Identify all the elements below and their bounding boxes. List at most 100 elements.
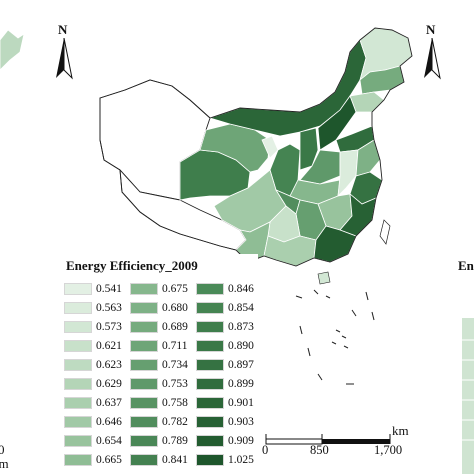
legend-swatch bbox=[196, 321, 224, 333]
south-china-sea-islands bbox=[295, 289, 375, 385]
legend-panel: Energy Efficiency_2009 0.541 0.563 0.573 0.… bbox=[62, 254, 258, 474]
legend-item: 0.909 bbox=[196, 433, 260, 450]
legend-swatch bbox=[196, 454, 224, 466]
legend-value: 0.753 bbox=[162, 378, 188, 390]
legend-item: 0.753 bbox=[130, 376, 194, 393]
legend-swatch bbox=[196, 435, 224, 447]
legend-value: 1.025 bbox=[228, 454, 254, 466]
legend-swatch bbox=[196, 397, 224, 409]
legend-item: 0.758 bbox=[130, 395, 194, 412]
province-guangxi bbox=[263, 235, 317, 267]
legend-title: Energy Efficiency_2009 bbox=[66, 258, 198, 273]
right-map-fragment bbox=[462, 318, 474, 474]
legend-swatch bbox=[196, 302, 224, 314]
province-hainan bbox=[317, 271, 331, 285]
legend-swatch bbox=[64, 359, 92, 371]
scale-unit: km bbox=[392, 423, 409, 438]
scale-tick-1700: 1,700 bbox=[374, 443, 403, 457]
legend-swatch bbox=[130, 378, 158, 390]
legend-swatch bbox=[196, 359, 224, 371]
legend-value: 0.623 bbox=[96, 359, 122, 371]
legend-swatch bbox=[130, 435, 158, 447]
scale-bar-graphic bbox=[265, 434, 391, 445]
legend-value: 0.646 bbox=[96, 416, 122, 428]
china-outline bbox=[99, 27, 413, 267]
legend-value: 0.654 bbox=[96, 435, 122, 447]
legend-swatch bbox=[64, 397, 92, 409]
legend-value: 0.563 bbox=[96, 302, 122, 314]
legend-swatch bbox=[196, 416, 224, 428]
legend-item: 1.025 bbox=[196, 452, 260, 469]
province-jiangsu bbox=[355, 139, 381, 177]
left-fragment-km: km bbox=[0, 456, 9, 471]
legend-value: 0.903 bbox=[228, 416, 254, 428]
legend-item: 0.903 bbox=[196, 414, 260, 431]
legend-value: 0.841 bbox=[162, 454, 188, 466]
legend-item: 0.629 bbox=[64, 376, 128, 393]
legend-value: 0.689 bbox=[162, 321, 188, 333]
legend-swatch bbox=[64, 378, 92, 390]
legend-value: 0.711 bbox=[162, 340, 188, 352]
legend-item: 0.541 bbox=[64, 281, 128, 298]
province-hebei bbox=[317, 95, 357, 151]
legend-item: 0.901 bbox=[196, 395, 260, 412]
scale-tick-0: 0 bbox=[262, 443, 269, 457]
left-map-fragment bbox=[0, 29, 25, 71]
north-label: N bbox=[58, 22, 68, 37]
legend-swatch bbox=[64, 340, 92, 352]
legend-value: 0.621 bbox=[96, 340, 122, 352]
legend-swatch bbox=[64, 302, 92, 314]
legend-item: 0.654 bbox=[64, 433, 128, 450]
legend-swatch bbox=[196, 283, 224, 295]
legend-item: 0.689 bbox=[130, 319, 194, 336]
legend-swatch bbox=[64, 454, 92, 466]
legend-item: 0.890 bbox=[196, 338, 260, 355]
legend-item: 0.897 bbox=[196, 357, 260, 374]
legend-value: 0.909 bbox=[228, 435, 254, 447]
north-arrow: N bbox=[52, 22, 76, 82]
legend-value: 0.782 bbox=[162, 416, 188, 428]
legend-swatch bbox=[130, 416, 158, 428]
legend-swatch bbox=[130, 454, 158, 466]
legend-swatch bbox=[130, 340, 158, 352]
legend-item: 0.846 bbox=[196, 281, 260, 298]
legend-value: 0.629 bbox=[96, 378, 122, 390]
legend-item: 0.734 bbox=[130, 357, 194, 374]
legend-item: 0.563 bbox=[64, 300, 128, 317]
north-arrow-right-icon bbox=[424, 38, 441, 80]
north-label-right: N bbox=[426, 22, 436, 37]
legend-swatch bbox=[64, 416, 92, 428]
legend-item: 0.623 bbox=[64, 357, 128, 374]
left-fragment-zero: 0 bbox=[0, 442, 5, 457]
legend-item: 0.680 bbox=[130, 300, 194, 317]
legend-value: 0.541 bbox=[96, 283, 122, 295]
legend-value: 0.758 bbox=[162, 397, 188, 409]
legend-swatch bbox=[64, 321, 92, 333]
legend-swatch bbox=[64, 435, 92, 447]
province-layer bbox=[99, 27, 413, 267]
legend-value: 0.897 bbox=[228, 359, 254, 371]
legend-item: 0.873 bbox=[196, 319, 260, 336]
legend-value: 0.901 bbox=[228, 397, 254, 409]
legend-value: 0.846 bbox=[228, 283, 254, 295]
legend-item: 0.621 bbox=[64, 338, 128, 355]
legend-value: 0.573 bbox=[96, 321, 122, 333]
legend-swatch bbox=[130, 283, 158, 295]
scale-tick-850: 850 bbox=[310, 443, 329, 457]
legend-value: 0.680 bbox=[162, 302, 188, 314]
legend-item: 0.854 bbox=[196, 300, 260, 317]
legend-value: 0.899 bbox=[228, 378, 254, 390]
legend-item: 0.665 bbox=[64, 452, 128, 469]
legend-value: 0.854 bbox=[228, 302, 254, 314]
legend-item: 0.675 bbox=[130, 281, 194, 298]
legend-swatch bbox=[130, 302, 158, 314]
legend-item: 0.782 bbox=[130, 414, 194, 431]
north-arrow-icon bbox=[56, 38, 73, 80]
legend-value: 0.734 bbox=[162, 359, 188, 371]
legend-swatch bbox=[130, 359, 158, 371]
north-arrow-right: N bbox=[420, 22, 444, 82]
legend-swatch bbox=[130, 321, 158, 333]
right-legend-fragment: En bbox=[458, 258, 474, 273]
legend-item: 0.573 bbox=[64, 319, 128, 336]
